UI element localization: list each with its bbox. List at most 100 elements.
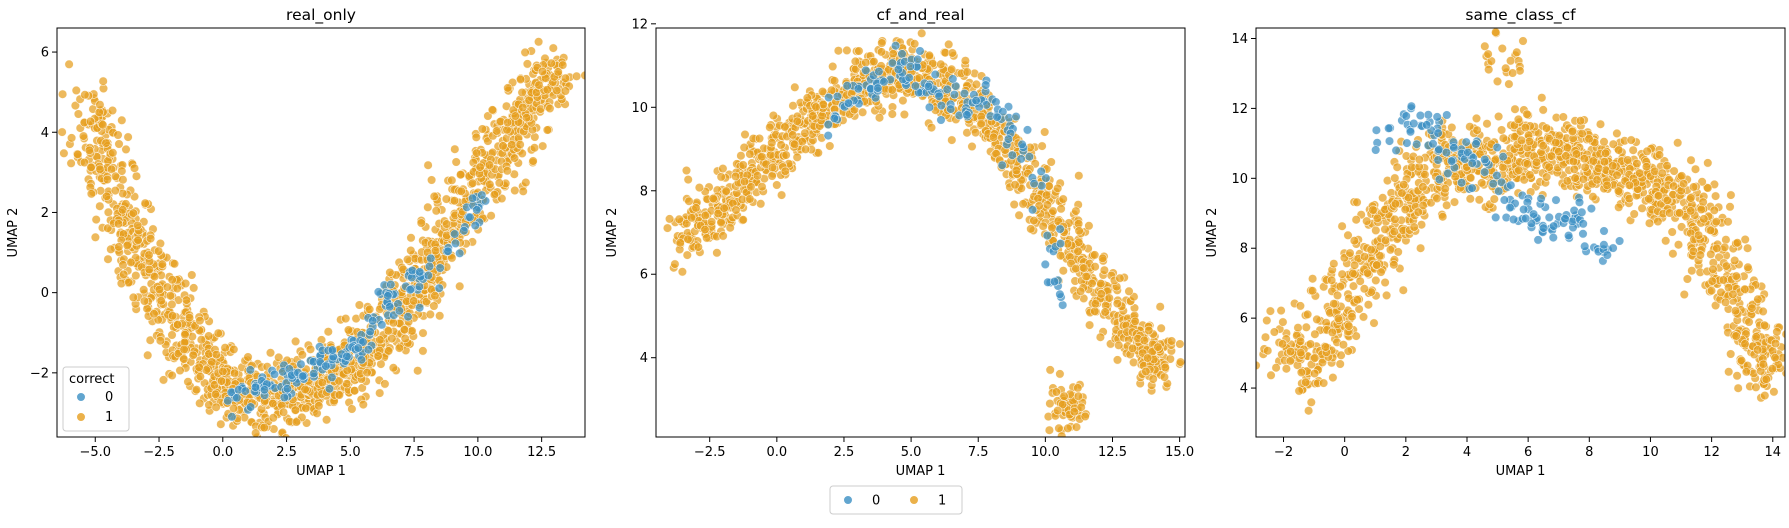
scatter-point <box>1362 216 1372 226</box>
scatter-point <box>230 368 240 378</box>
scatter-point <box>1399 180 1409 190</box>
scatter-point <box>790 82 800 92</box>
scatter-point <box>1011 111 1021 122</box>
scatter-point <box>1732 238 1742 248</box>
scatter-point <box>195 372 205 382</box>
scatter-point <box>538 141 548 151</box>
scatter-point <box>1392 162 1402 172</box>
scatter-point <box>1010 180 1020 190</box>
scatter-point <box>403 312 413 322</box>
scatter-point <box>209 380 220 390</box>
scatter-point <box>1677 171 1687 181</box>
scatter-point <box>1711 217 1721 227</box>
scatter-point <box>1614 202 1624 212</box>
scatter-point <box>394 306 405 316</box>
scatter-point <box>1074 226 1084 236</box>
scatter-point <box>828 61 838 72</box>
scatter-point <box>1574 197 1585 207</box>
scatter-point <box>423 270 433 281</box>
scatter-point <box>1393 247 1403 257</box>
scatter-point <box>1567 126 1577 137</box>
scatter-point <box>1519 204 1529 215</box>
scatter-point <box>1348 268 1358 279</box>
scatter-point <box>904 73 914 83</box>
scatter-point <box>477 124 488 134</box>
scatter-point <box>1533 235 1543 245</box>
scatter-point <box>1728 289 1738 299</box>
scatter-point <box>447 175 457 185</box>
y-tick-label: 6 <box>1240 312 1248 327</box>
scatter-point <box>936 100 947 111</box>
scatter-point <box>144 264 154 275</box>
scatter-point <box>456 186 466 196</box>
scatter-point <box>388 318 399 328</box>
scatter-point <box>1017 139 1027 149</box>
scatter-point <box>1730 255 1740 266</box>
scatter-point <box>297 350 307 360</box>
scatter-point <box>1761 374 1771 384</box>
scatter-point <box>1641 162 1652 172</box>
scatter-point <box>1352 197 1362 207</box>
scatter-point <box>515 140 525 150</box>
scatter-point <box>218 366 228 377</box>
scatter-point <box>243 352 253 362</box>
scatter-point <box>1160 362 1170 373</box>
scatter-point <box>1155 302 1165 312</box>
scatter-point <box>195 398 205 408</box>
scatter-point <box>1071 206 1081 216</box>
x-tick-label: 0.0 <box>212 445 233 460</box>
y-tick-label: −2 <box>30 366 49 381</box>
scatter-point <box>682 250 692 260</box>
scatter-point <box>1731 271 1741 281</box>
scatter-point <box>861 65 871 75</box>
scatter-point <box>1007 150 1017 160</box>
scatter-point <box>157 259 167 269</box>
scatter-point <box>702 233 712 243</box>
scatter-point <box>128 292 138 303</box>
scatter-point <box>187 270 197 280</box>
scatter-point <box>139 296 150 306</box>
scatter-point <box>1741 367 1751 377</box>
scatter-point <box>377 320 387 330</box>
scatter-point <box>1303 406 1314 416</box>
scatter-point <box>948 74 958 84</box>
scatter-point <box>1058 194 1068 204</box>
scatter-point <box>1347 312 1357 322</box>
scatter-point <box>533 37 544 47</box>
scatter-point <box>184 313 195 323</box>
scatter-point <box>1770 338 1781 349</box>
scatter-point <box>1740 284 1750 294</box>
scatter-point <box>781 150 791 160</box>
scatter-point <box>220 343 230 353</box>
scatter-point <box>305 344 316 354</box>
scatter-point <box>1432 193 1442 203</box>
scatter-point <box>1087 278 1097 289</box>
scatter-point <box>1066 446 1075 455</box>
scatter-point <box>1378 193 1388 203</box>
scatter-point <box>1027 205 1038 215</box>
scatter-point <box>1686 155 1696 165</box>
scatter-point <box>1498 152 1508 162</box>
scatter-point <box>123 132 133 142</box>
scatter-point <box>1130 316 1140 326</box>
scatter-point <box>517 87 527 98</box>
scatter-point <box>843 98 854 108</box>
scatter-point <box>211 402 221 412</box>
scatter-point <box>180 330 190 340</box>
scatter-point <box>789 139 800 149</box>
scatter-point <box>84 145 94 155</box>
scatter-point <box>342 351 352 362</box>
scatter-point <box>117 115 127 125</box>
scatter-point <box>168 311 178 321</box>
scatter-point <box>893 64 904 74</box>
scatter-point <box>913 54 923 65</box>
scatter-point <box>73 149 83 159</box>
scatter-point <box>1586 204 1596 214</box>
scatter-point <box>430 246 441 256</box>
x-tick-label: 10.0 <box>1031 445 1060 460</box>
scatter-point <box>1100 307 1110 317</box>
scatter-point <box>1166 336 1177 346</box>
scatter-point <box>232 393 242 403</box>
scatter-point <box>317 378 327 388</box>
